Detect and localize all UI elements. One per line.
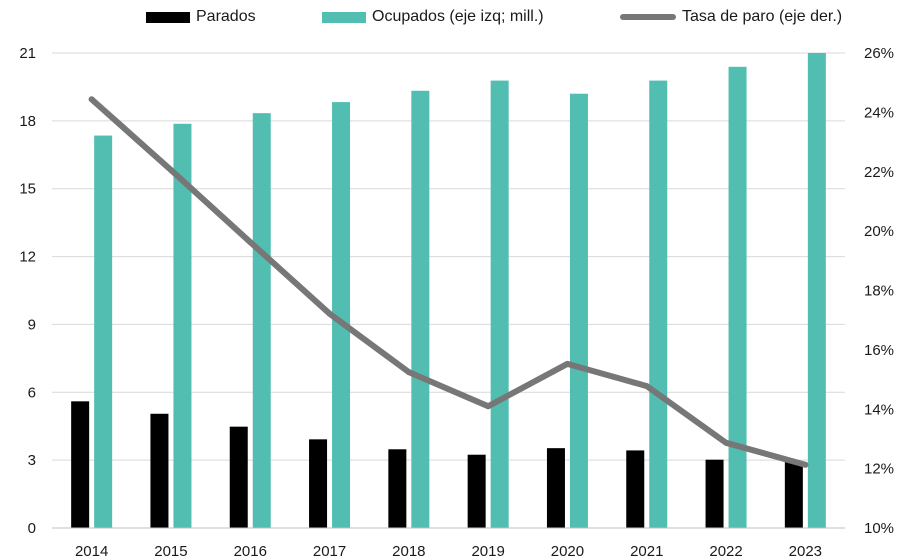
x-tick-label: 2015 <box>154 543 187 559</box>
point-tasa-2014 <box>88 96 95 103</box>
x-tick-label: 2023 <box>789 543 822 559</box>
bar-parados-2022 <box>705 459 724 528</box>
bar-ocupados-2014 <box>94 135 113 529</box>
chart-legend: Parados Ocupados (eje izq; mill.) Tasa d… <box>0 8 899 36</box>
legend-label-parados: Parados <box>196 8 256 25</box>
point-tasa-2021 <box>643 383 650 390</box>
bar-ocupados-2022 <box>728 66 747 529</box>
y-left-tick-label: 18 <box>19 113 36 130</box>
legend-item-ocupados: Ocupados (eje izq; mill.) <box>322 8 544 26</box>
bar-parados-2014 <box>71 401 90 528</box>
legend-swatch-tasa <box>620 14 676 20</box>
legend-item-tasa: Tasa de paro (eje der.) <box>620 8 842 26</box>
y-right-tick-label: 14% <box>864 401 894 418</box>
x-tick-label: 2016 <box>234 543 267 559</box>
x-tick-label: 2014 <box>75 543 108 559</box>
bar-ocupados-2021 <box>649 80 668 528</box>
bar-parados-2019 <box>467 454 486 528</box>
y-right-tick-label: 10% <box>864 520 894 537</box>
y-right-tick-label: 24% <box>864 104 894 121</box>
x-tick-label: 2019 <box>471 543 504 559</box>
point-tasa-2019 <box>485 403 492 410</box>
point-tasa-2020 <box>564 360 571 367</box>
y-left-tick-label: 3 <box>28 452 36 469</box>
bar-parados-2018 <box>388 449 407 528</box>
bar-parados-2016 <box>229 426 248 528</box>
bar-parados-2015 <box>150 413 169 528</box>
bar-parados-2023 <box>784 461 803 528</box>
bar-ocupados-2017 <box>332 102 351 528</box>
bar-ocupados-2020 <box>569 93 588 528</box>
legend-label-tasa: Tasa de paro (eje der.) <box>682 8 843 25</box>
bar-ocupados-2016 <box>252 113 271 529</box>
y-right-tick-label: 16% <box>864 342 894 359</box>
y-left-tick-label: 21 <box>19 45 36 62</box>
x-tick-label: 2022 <box>709 543 742 559</box>
bar-ocupados-2015 <box>173 123 192 529</box>
y-right-tick-label: 18% <box>864 283 894 300</box>
y-left-tick-label: 9 <box>28 316 36 333</box>
point-tasa-2017 <box>326 310 333 317</box>
point-tasa-2022 <box>723 439 730 446</box>
point-tasa-2018 <box>405 369 412 376</box>
y-right-tick-label: 20% <box>864 223 894 240</box>
bar-ocupados-2018 <box>411 90 430 529</box>
legend-label-ocupados: Ocupados (eje izq; mill.) <box>372 8 544 25</box>
point-tasa-2015 <box>167 166 174 173</box>
x-tick-label: 2018 <box>392 543 425 559</box>
y-left-tick-label: 15 <box>19 181 36 198</box>
y-left-tick-label: 12 <box>19 249 36 266</box>
bar-parados-2017 <box>309 439 328 528</box>
legend-swatch-parados <box>146 11 190 23</box>
y-left-tick-label: 0 <box>28 520 36 537</box>
bar-parados-2021 <box>626 450 645 528</box>
line-tasa-de-paro <box>88 96 809 468</box>
bar-ocupados-2019 <box>490 80 509 528</box>
point-tasa-2023 <box>802 461 809 468</box>
point-tasa-2016 <box>247 239 254 246</box>
y-left-tick-label: 6 <box>28 384 36 401</box>
x-tick-label: 2017 <box>313 543 346 559</box>
y-right-tick-label: 26% <box>864 45 894 62</box>
x-tick-label: 2021 <box>630 543 663 559</box>
x-tick-label: 2020 <box>551 543 584 559</box>
legend-swatch-ocupados <box>322 11 366 23</box>
bar-ocupados-2023 <box>807 53 826 528</box>
y-right-tick-label: 22% <box>864 164 894 181</box>
legend-item-parados: Parados <box>146 8 256 26</box>
bar-parados-2020 <box>546 448 565 528</box>
y-right-tick-label: 12% <box>864 461 894 478</box>
